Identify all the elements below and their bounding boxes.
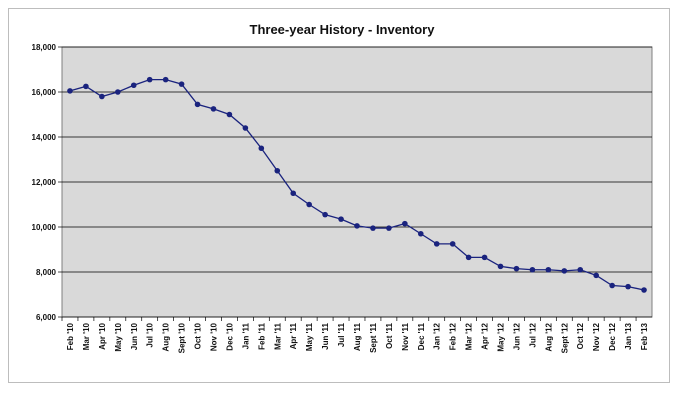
x-tick-label: Mar '10 xyxy=(82,322,91,350)
data-point xyxy=(194,101,201,108)
x-tick-label: Aug '12 xyxy=(544,322,553,351)
data-point xyxy=(561,268,568,274)
x-tick-label: Jan '13 xyxy=(624,322,633,349)
x-tick-label: Sept '10 xyxy=(178,322,187,353)
data-point xyxy=(162,76,169,83)
data-point xyxy=(130,82,137,89)
data-point xyxy=(593,272,599,279)
x-tick-label: Oct '10 xyxy=(194,322,203,349)
x-tick-label: Sept '11 xyxy=(369,322,378,352)
data-point xyxy=(354,223,360,229)
y-tick-label: 6,000 xyxy=(36,313,57,322)
data-point xyxy=(497,263,504,270)
x-tick-label: Nov '11 xyxy=(401,322,410,350)
data-point xyxy=(402,220,408,227)
data-point xyxy=(290,190,297,197)
x-tick-label: Mar '12 xyxy=(465,322,474,350)
chart-title: Three-year History - Inventory xyxy=(250,22,436,37)
data-point xyxy=(178,81,185,87)
y-tick-label: 14,000 xyxy=(32,133,57,142)
x-tick-label: May '12 xyxy=(497,322,506,351)
data-point xyxy=(577,266,584,273)
x-tick-label: Feb '10 xyxy=(66,322,75,350)
x-tick-label: Apr '10 xyxy=(98,322,107,349)
x-tick-label: Feb '11 xyxy=(257,322,266,349)
x-tick-label: Jun '11 xyxy=(321,322,330,349)
data-point xyxy=(146,76,153,83)
data-point xyxy=(99,93,105,100)
data-point xyxy=(529,266,536,273)
x-tick-label: May '11 xyxy=(305,322,314,351)
y-tick-label: 18,000 xyxy=(32,43,57,52)
x-tick-label: Nov '10 xyxy=(209,322,218,351)
x-tick-label: May '10 xyxy=(114,322,123,351)
data-point xyxy=(449,241,456,247)
data-point xyxy=(322,211,328,218)
data-point xyxy=(465,254,472,261)
data-point xyxy=(545,266,552,273)
data-point xyxy=(210,106,217,112)
y-tick-label: 16,000 xyxy=(32,88,57,97)
data-point xyxy=(242,125,249,131)
data-point xyxy=(417,230,424,237)
data-point xyxy=(67,88,73,94)
data-point xyxy=(115,89,121,95)
data-point xyxy=(386,225,392,231)
x-tick-label: Nov '12 xyxy=(592,322,601,351)
data-point xyxy=(226,111,233,118)
x-tick-label: Jul '10 xyxy=(146,322,155,347)
plot-area: 6,000 8,000 10,000 12,000 14,000 16,000 18,000… xyxy=(32,43,653,353)
x-tick-label: Jan '12 xyxy=(433,322,442,349)
x-tick-label: Feb '12 xyxy=(449,322,458,350)
data-point xyxy=(625,283,631,290)
y-tick-label: 12,000 xyxy=(32,178,57,187)
x-tick-label: Jul '12 xyxy=(528,322,537,347)
data-point xyxy=(370,225,376,231)
data-point xyxy=(641,287,647,293)
y-tick-label: 10,000 xyxy=(32,223,57,232)
y-tick-label: 8,000 xyxy=(36,268,57,277)
x-tick-label: Dec '12 xyxy=(608,322,617,350)
data-point xyxy=(338,216,344,222)
data-point xyxy=(306,201,312,208)
x-tick-label: Feb '13 xyxy=(640,322,649,350)
data-point xyxy=(274,167,281,174)
x-tick-label: Oct '12 xyxy=(576,322,585,349)
data-point xyxy=(481,254,488,261)
x-tick-label: Jan '11 xyxy=(241,322,250,349)
data-point xyxy=(83,83,89,90)
x-tick-label: Jun '12 xyxy=(512,322,521,350)
x-tick-label: Jun '10 xyxy=(130,322,139,350)
x-tick-label: Aug '11 xyxy=(353,322,362,351)
x-tick-label: Dec '10 xyxy=(225,322,234,350)
data-point xyxy=(258,145,265,152)
x-tick-label: Sept '12 xyxy=(560,322,569,353)
x-tick-label: Dec '11 xyxy=(417,322,426,350)
x-tick-label: Apr '11 xyxy=(289,322,298,349)
data-point xyxy=(609,282,615,289)
x-tick-label: Aug '10 xyxy=(162,322,171,351)
x-tick-label: Apr '12 xyxy=(481,322,490,349)
data-point xyxy=(513,265,520,272)
x-tick-label: Mar '11 xyxy=(273,322,282,349)
data-point xyxy=(433,241,440,247)
x-tick-label: Jul '11 xyxy=(337,322,346,347)
x-tick-label: Oct '11 xyxy=(385,322,394,348)
